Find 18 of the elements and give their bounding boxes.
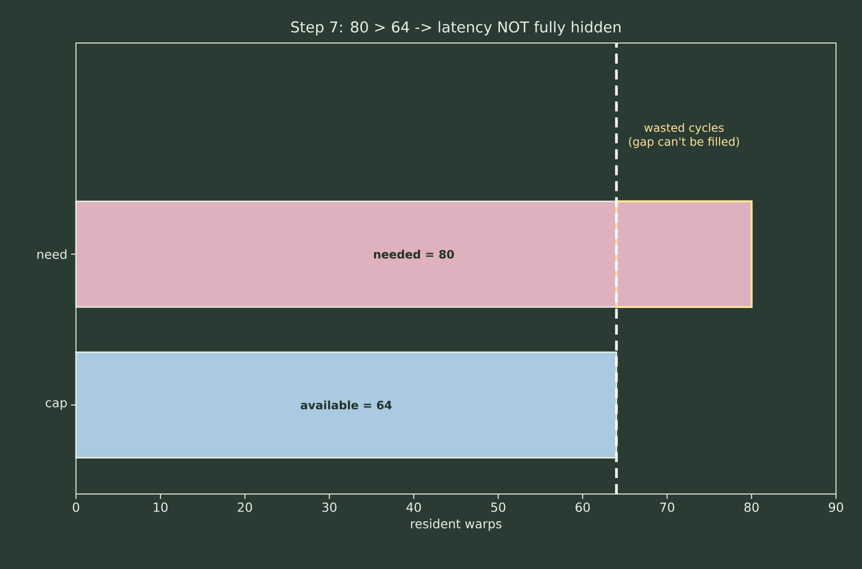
x-tick-label: 0	[72, 502, 80, 512]
x-tick-label: 50	[491, 502, 506, 512]
x-tick-label: 10	[154, 502, 168, 512]
x-tick-label: 70	[660, 502, 674, 512]
total-label: needed = 80	[374, 250, 454, 259]
x-tick-label: 20	[238, 502, 252, 512]
chart-title: Step 7: 80 > 64 -> latency NOT fully hidden	[291, 21, 620, 36]
x-tick-label: 60	[576, 502, 590, 512]
text: (gap can't be filled)	[629, 136, 739, 148]
x-tick-label: 90	[828, 502, 844, 512]
x-tick-label: 30	[322, 502, 336, 512]
total-label: available = 64	[300, 400, 392, 410]
x-tick-label: 80	[744, 502, 759, 512]
y-tick-label: need	[37, 249, 66, 259]
y-tick-label: cap	[46, 400, 67, 410]
text: wasted cycles	[644, 123, 724, 134]
x-axis-title: resident warps	[411, 518, 502, 531]
x-tick-label: 40	[406, 502, 421, 512]
